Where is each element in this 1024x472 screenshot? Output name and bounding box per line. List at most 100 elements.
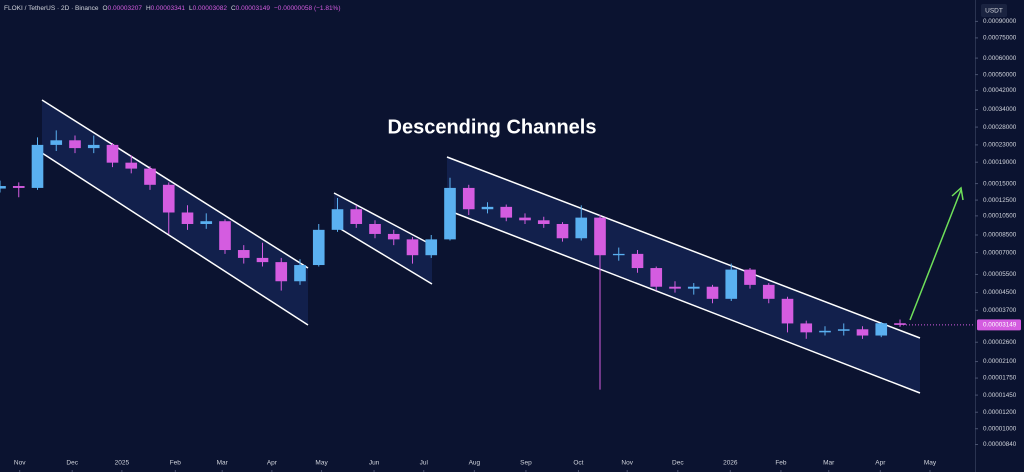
x-tick-label: Dec (66, 460, 78, 467)
y-tick-label: 0.00001000 (983, 425, 1017, 432)
y-tick-label: 0.00012500 (983, 197, 1017, 204)
candle-body (462, 187, 475, 210)
channel-line (333, 224, 433, 285)
candle-body (800, 323, 813, 333)
x-tick-label: May (924, 460, 937, 467)
x-tick-label: Sep (520, 460, 532, 467)
x-tick-label: Dec (672, 460, 684, 467)
y-tick-label: 0.00028000 (983, 124, 1017, 131)
y-tick-label: 0.00002600 (983, 339, 1017, 346)
candle-body (781, 298, 794, 324)
y-tick-label: 0.00075000 (983, 35, 1017, 42)
candle-body (444, 187, 456, 240)
header-value: 0.00003341 (151, 5, 186, 12)
price-tag-label: 0.00003149 (983, 322, 1017, 329)
candle-body (500, 206, 513, 218)
y-tick-label: 0.00007000 (983, 249, 1017, 256)
candle-body (425, 239, 438, 256)
y-tick-label: 0.00060000 (983, 55, 1017, 62)
header-items: O0.00003207 H0.00003341 L0.00003082 C0.0000… (103, 5, 341, 12)
candle-body (725, 269, 738, 299)
y-tick-label: 0.00019000 (983, 159, 1017, 166)
x-tick-label: Nov (621, 460, 633, 467)
candle-body (762, 284, 775, 299)
candle-body (837, 329, 850, 331)
x-tick-label: Feb (170, 460, 182, 467)
x-tick-label: Apr (875, 460, 886, 467)
candle-body (69, 140, 81, 149)
y-tick-label: 0.00003700 (983, 307, 1017, 314)
candle-body (312, 229, 325, 266)
y-tick-label: 0.00034000 (983, 106, 1017, 113)
x-tick-label: 2026 (723, 460, 738, 467)
candle-body (294, 265, 306, 282)
breakout-arrow (909, 189, 962, 321)
symbol: FLOKI / TetherUS · 2D · Binance (4, 5, 99, 12)
candle-body (875, 323, 888, 336)
candle-body (706, 286, 719, 299)
candle-body (406, 239, 419, 256)
candle-body (256, 257, 269, 263)
candle-body (575, 217, 588, 239)
candle-body (669, 286, 681, 289)
candle-body (162, 184, 175, 213)
x-tick-label: Mar (823, 460, 835, 467)
candle-body (106, 144, 119, 163)
candle-body (387, 233, 400, 240)
header-key: L (189, 5, 193, 12)
channel-line (41, 152, 309, 326)
candle-body (350, 209, 363, 224)
x-tick-label: Aug (469, 460, 481, 467)
chart-title: Descending Channels (388, 116, 597, 138)
candle-body (87, 144, 100, 149)
y-tick-label: 0.00001200 (983, 409, 1017, 416)
y-tick-label: 0.00004500 (983, 289, 1017, 296)
candle-body (856, 329, 869, 336)
candle-body (12, 186, 25, 188)
channel-fill (447, 157, 920, 393)
candle-body (631, 253, 644, 269)
candle-body (0, 186, 6, 189)
candle-body (556, 223, 569, 239)
candle-body (687, 286, 700, 289)
header-value: 0.00003207 (108, 5, 143, 12)
y-tick-label: 0.00000840 (983, 441, 1017, 448)
candle-body (650, 268, 663, 287)
y-tick-label: 0.00005500 (983, 271, 1017, 278)
channel-line (446, 209, 921, 394)
candle-body (594, 217, 606, 256)
candle-body (894, 323, 906, 325)
candle-body (819, 330, 831, 333)
header-change: −0.00000058 (−1.81%) (274, 5, 341, 12)
x-tick-label: Oct (573, 460, 583, 467)
y-tick-label: 0.00090000 (983, 18, 1017, 25)
candle-body (31, 144, 44, 188)
y-tick-label: 0.00023000 (983, 142, 1017, 149)
header-key: O (103, 5, 108, 12)
header-key: C (231, 5, 236, 12)
candle-body (369, 223, 381, 234)
y-tick-label: 0.00010500 (983, 213, 1017, 220)
currency: USDT (985, 8, 1003, 15)
candle-body (219, 221, 231, 251)
x-tick-label: May (315, 460, 328, 467)
x-tick-label: Jun (369, 460, 380, 467)
y-tick-label: 0.00050000 (983, 71, 1017, 78)
x-tick-label: Feb (775, 460, 787, 467)
y-tick-label: 0.00015000 (983, 180, 1017, 187)
candle-body (144, 168, 156, 185)
candle-body (237, 250, 250, 258)
header-value: 0.00003149 (236, 5, 271, 12)
x-tick-label: Apr (267, 460, 278, 467)
candle-body (744, 269, 756, 285)
candle-body (481, 206, 494, 210)
candle-body (275, 262, 288, 282)
candle-body (537, 220, 550, 224)
x-tick-label: Jul (420, 460, 429, 467)
candle-body (519, 217, 531, 221)
channel-line (333, 192, 433, 246)
x-tick-label: Nov (14, 460, 26, 467)
